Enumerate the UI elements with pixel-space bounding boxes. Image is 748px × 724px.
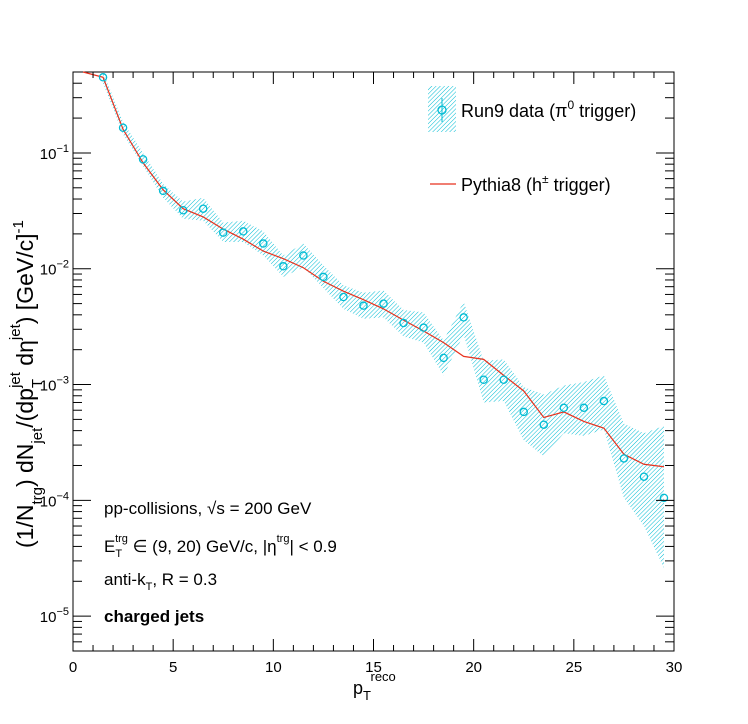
annotation-charged-jets: charged jets bbox=[104, 607, 204, 626]
x-tick-label: 25 bbox=[565, 659, 582, 676]
data-point bbox=[579, 403, 589, 413]
data-point bbox=[319, 272, 328, 282]
legend-label-pythia: Pythia8 (h± trigger) bbox=[461, 172, 611, 195]
data-point bbox=[158, 186, 168, 196]
x-tick-label: 5 bbox=[169, 659, 177, 676]
data-point bbox=[439, 353, 448, 363]
x-tick-label: 0 bbox=[69, 659, 77, 676]
annotation-trigger-range: ETtrg ∈ (9, 20) GeV/c, |ηtrg| < 0.9 bbox=[104, 533, 337, 560]
data-point bbox=[339, 292, 348, 302]
y-tick-label: 10−3 bbox=[40, 375, 69, 395]
data-point bbox=[639, 472, 649, 481]
data-point bbox=[539, 420, 549, 429]
y-tick-label: 10−2 bbox=[40, 259, 69, 279]
x-tick-label: 20 bbox=[465, 659, 482, 676]
y-tick-label: 10−5 bbox=[40, 606, 69, 626]
x-tick-label: 10 bbox=[265, 659, 282, 676]
data-point bbox=[519, 407, 529, 417]
x-tick-label: 30 bbox=[666, 659, 683, 676]
data-uncertainty-band bbox=[103, 72, 664, 569]
data-point bbox=[459, 313, 468, 322]
data-point bbox=[118, 123, 128, 133]
data-point bbox=[98, 73, 108, 82]
data-point bbox=[479, 375, 488, 384]
pythia-line-layer bbox=[82, 71, 665, 468]
data-point bbox=[259, 239, 268, 248]
data-point bbox=[239, 227, 248, 236]
y-tick-label: 10−1 bbox=[40, 143, 69, 163]
data-point-layer bbox=[98, 73, 669, 503]
data-point bbox=[599, 396, 609, 406]
data-point bbox=[299, 251, 308, 260]
plot-frame bbox=[72, 71, 675, 652]
pythia8-line bbox=[82, 71, 665, 468]
data-point bbox=[559, 403, 569, 413]
data-point bbox=[379, 299, 388, 308]
annotation-jet-algorithm: anti-kT, R = 0.3 bbox=[104, 570, 217, 593]
data-band-layer bbox=[103, 72, 664, 569]
data-point bbox=[619, 454, 629, 463]
annotation-collisions: pp-collisions, √s = 200 GeV bbox=[104, 499, 312, 518]
data-point bbox=[138, 155, 148, 164]
data-point bbox=[279, 262, 288, 271]
data-point bbox=[659, 493, 669, 503]
data-point bbox=[359, 301, 368, 310]
axis-layer: 0 5 10 15 20 25 30 10−1 10−2 10−3 10−4 10−5 bbox=[40, 71, 683, 676]
y-tick-label: 10−4 bbox=[40, 490, 69, 510]
x-axis-title: pTreco bbox=[353, 669, 396, 703]
y-axis-title: (1/Ntrg) dNjet/(dpTjet dηjet) [GeV/c]-1 bbox=[7, 220, 46, 548]
x-tick-label: 15 bbox=[365, 659, 382, 676]
legend-label-run9: Run9 data (π0 trigger) bbox=[461, 98, 636, 121]
data-point bbox=[178, 205, 188, 215]
data-point bbox=[218, 228, 228, 237]
data-point bbox=[419, 323, 428, 332]
data-point bbox=[499, 375, 508, 384]
data-point bbox=[399, 318, 408, 328]
legend: Run9 data (π0 trigger) Pythia8 (h± trigg… bbox=[428, 86, 636, 195]
annotation-block: pp-collisions, √s = 200 GeV ETtrg ∈ (9, … bbox=[104, 499, 337, 626]
data-point bbox=[198, 204, 208, 213]
